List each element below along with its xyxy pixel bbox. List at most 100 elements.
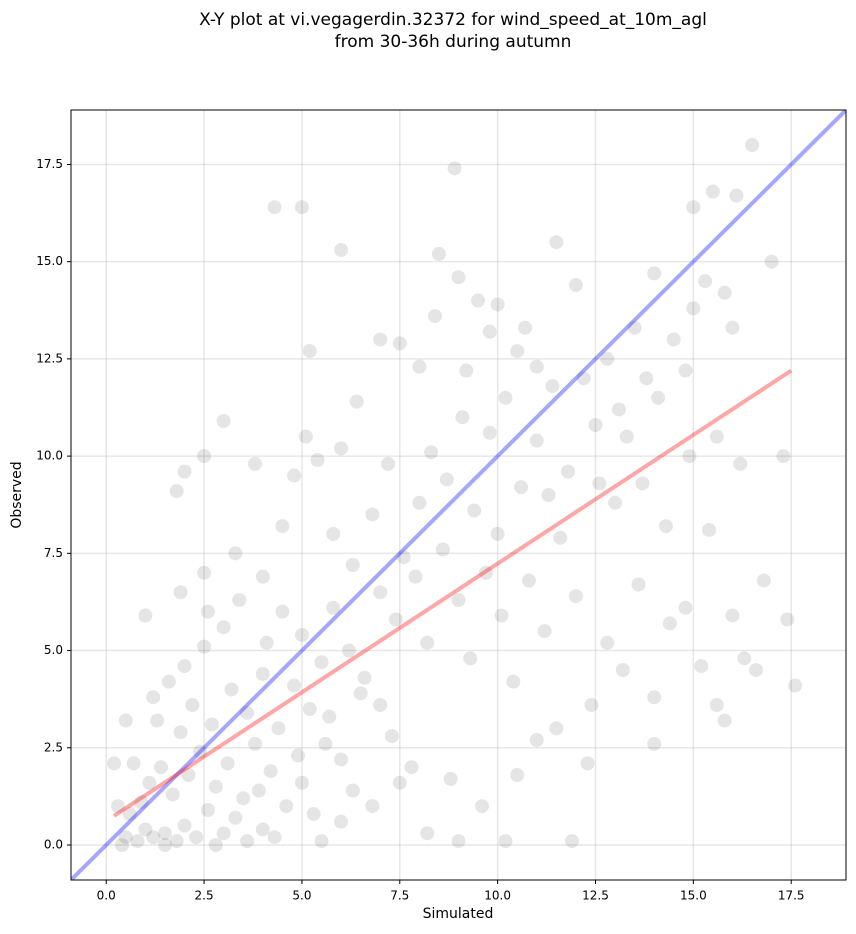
point (216, 826, 231, 841)
point (627, 320, 642, 335)
point (709, 698, 724, 712)
point (388, 612, 403, 627)
point (334, 441, 349, 456)
point (420, 635, 435, 650)
point (529, 733, 544, 747)
point (506, 674, 521, 689)
point (647, 690, 662, 705)
point (764, 254, 779, 269)
point (678, 363, 693, 378)
point (490, 297, 505, 312)
y-tick-label: 0.0 (44, 838, 63, 852)
point (396, 550, 411, 565)
point (494, 608, 509, 623)
point (698, 274, 713, 289)
y-tick-label: 10.0 (36, 449, 63, 463)
point (314, 655, 329, 670)
point (150, 713, 165, 728)
point (729, 188, 744, 203)
y-tick-label: 12.5 (36, 351, 63, 365)
point (588, 418, 603, 432)
point (255, 666, 270, 681)
x-axis-label: Simulated (423, 906, 494, 922)
point (439, 472, 454, 487)
point (110, 799, 125, 814)
point (478, 565, 493, 580)
point (619, 429, 634, 444)
point (373, 585, 388, 600)
point (447, 161, 462, 176)
y-tick-label: 7.5 (44, 546, 63, 560)
point (431, 246, 446, 261)
point (345, 783, 360, 798)
point (251, 783, 266, 798)
point (122, 806, 137, 821)
point (404, 760, 419, 775)
point (130, 834, 145, 849)
point (717, 713, 732, 728)
point (776, 449, 791, 464)
point (314, 834, 329, 849)
point (463, 651, 478, 666)
point (154, 760, 169, 775)
chart-title: from 30-36h during autumn (335, 32, 572, 52)
plot-frame (70, 109, 847, 881)
point (737, 651, 752, 666)
point (294, 628, 309, 642)
point (294, 200, 309, 215)
point (682, 449, 697, 464)
point (408, 569, 423, 584)
point (287, 678, 302, 693)
point (451, 270, 466, 285)
y-axis-label: Observed (9, 461, 25, 528)
point (247, 736, 262, 751)
point (733, 456, 748, 471)
point (126, 756, 141, 771)
point (232, 593, 247, 607)
point (647, 736, 662, 751)
point (322, 709, 337, 724)
point (529, 359, 544, 374)
point (709, 429, 724, 444)
chart-title: X-Y plot at vi.vegagerdin.32372 for wind… (199, 10, 707, 30)
point (326, 600, 341, 615)
point (236, 791, 251, 806)
point (200, 604, 215, 619)
point (114, 838, 129, 852)
point (658, 519, 673, 534)
point (568, 278, 583, 292)
point (553, 530, 568, 545)
point (384, 729, 399, 744)
point (310, 453, 325, 467)
point (326, 526, 341, 541)
point (189, 830, 204, 845)
point (193, 744, 208, 759)
point (197, 565, 212, 580)
point (169, 484, 184, 499)
x-tick-label: 7.5 (390, 889, 409, 903)
point (428, 309, 443, 324)
point (216, 414, 231, 429)
point (529, 433, 544, 448)
point (173, 725, 188, 740)
point (255, 822, 270, 837)
point (291, 748, 306, 763)
point (302, 701, 317, 716)
point (334, 814, 349, 829)
point (146, 830, 161, 845)
point (490, 526, 505, 541)
point (608, 495, 623, 510)
point (686, 301, 701, 316)
point (306, 806, 321, 821)
point (197, 639, 212, 654)
point (298, 429, 313, 444)
point (412, 359, 427, 374)
point (584, 698, 599, 712)
point (518, 320, 533, 335)
point (537, 624, 552, 639)
point (662, 616, 677, 631)
point (208, 779, 223, 794)
point (702, 523, 717, 537)
